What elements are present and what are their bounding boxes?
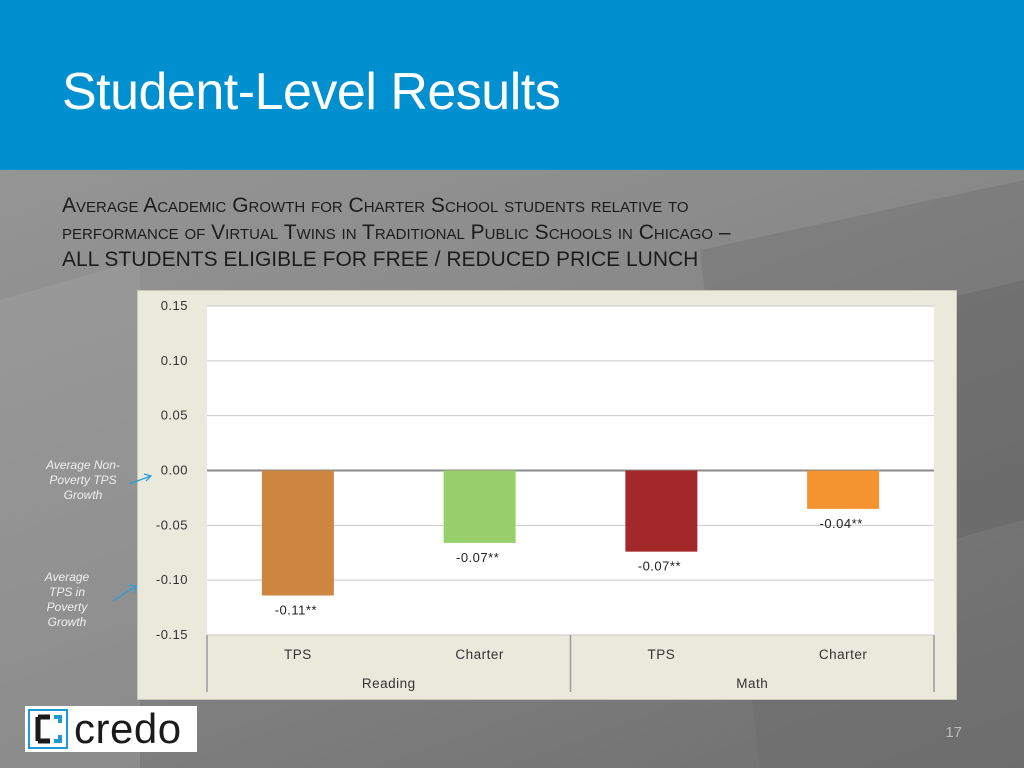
logo-wordmark: credo xyxy=(74,705,182,752)
note-non-poverty: Average Non-Poverty TPS Growth xyxy=(46,458,120,502)
y-tick-label: 0.00 xyxy=(161,463,188,478)
credo-logo: credo xyxy=(25,706,197,752)
bar xyxy=(625,470,698,552)
chart-subtitle: Average Academic Growth for Charter Scho… xyxy=(62,192,962,273)
y-tick-label: 0.05 xyxy=(161,408,188,423)
note-poverty: Average TPS in Poverty Growth xyxy=(44,570,90,629)
y-tick-label: 0.15 xyxy=(161,298,188,313)
x-tick-label: TPS xyxy=(284,647,312,662)
bar xyxy=(443,470,516,543)
x-tick-label: TPS xyxy=(647,647,675,662)
subtitle-line-2: performance of Virtual Twins in Traditio… xyxy=(62,221,731,244)
data-label: -0.11** xyxy=(275,603,317,618)
data-label: -0.04** xyxy=(820,516,863,531)
bar xyxy=(261,470,334,596)
subtitle-line-3: ALL STUDENTS ELIGIBLE FOR FREE / REDUCED… xyxy=(62,248,699,271)
x-tick-label: Charter xyxy=(455,647,504,662)
subtitle-line-1: Average Academic Growth for Charter Scho… xyxy=(62,194,689,217)
credo-logo-icon xyxy=(28,709,68,749)
y-tick-label: 0.10 xyxy=(161,353,188,368)
data-label: -0.07** xyxy=(638,559,681,574)
y-tick-label: -0.15 xyxy=(156,627,188,642)
page-title: Student-Level Results xyxy=(62,63,561,121)
data-label: -0.07** xyxy=(456,550,499,565)
title-banner xyxy=(0,0,1024,170)
group-label: Reading xyxy=(362,676,416,691)
y-tick-label: -0.10 xyxy=(156,572,188,587)
group-label: Math xyxy=(736,676,768,691)
bar xyxy=(807,470,880,509)
y-tick-label: -0.05 xyxy=(156,517,188,532)
x-tick-label: Charter xyxy=(819,647,868,662)
page-number: 17 xyxy=(945,724,962,741)
